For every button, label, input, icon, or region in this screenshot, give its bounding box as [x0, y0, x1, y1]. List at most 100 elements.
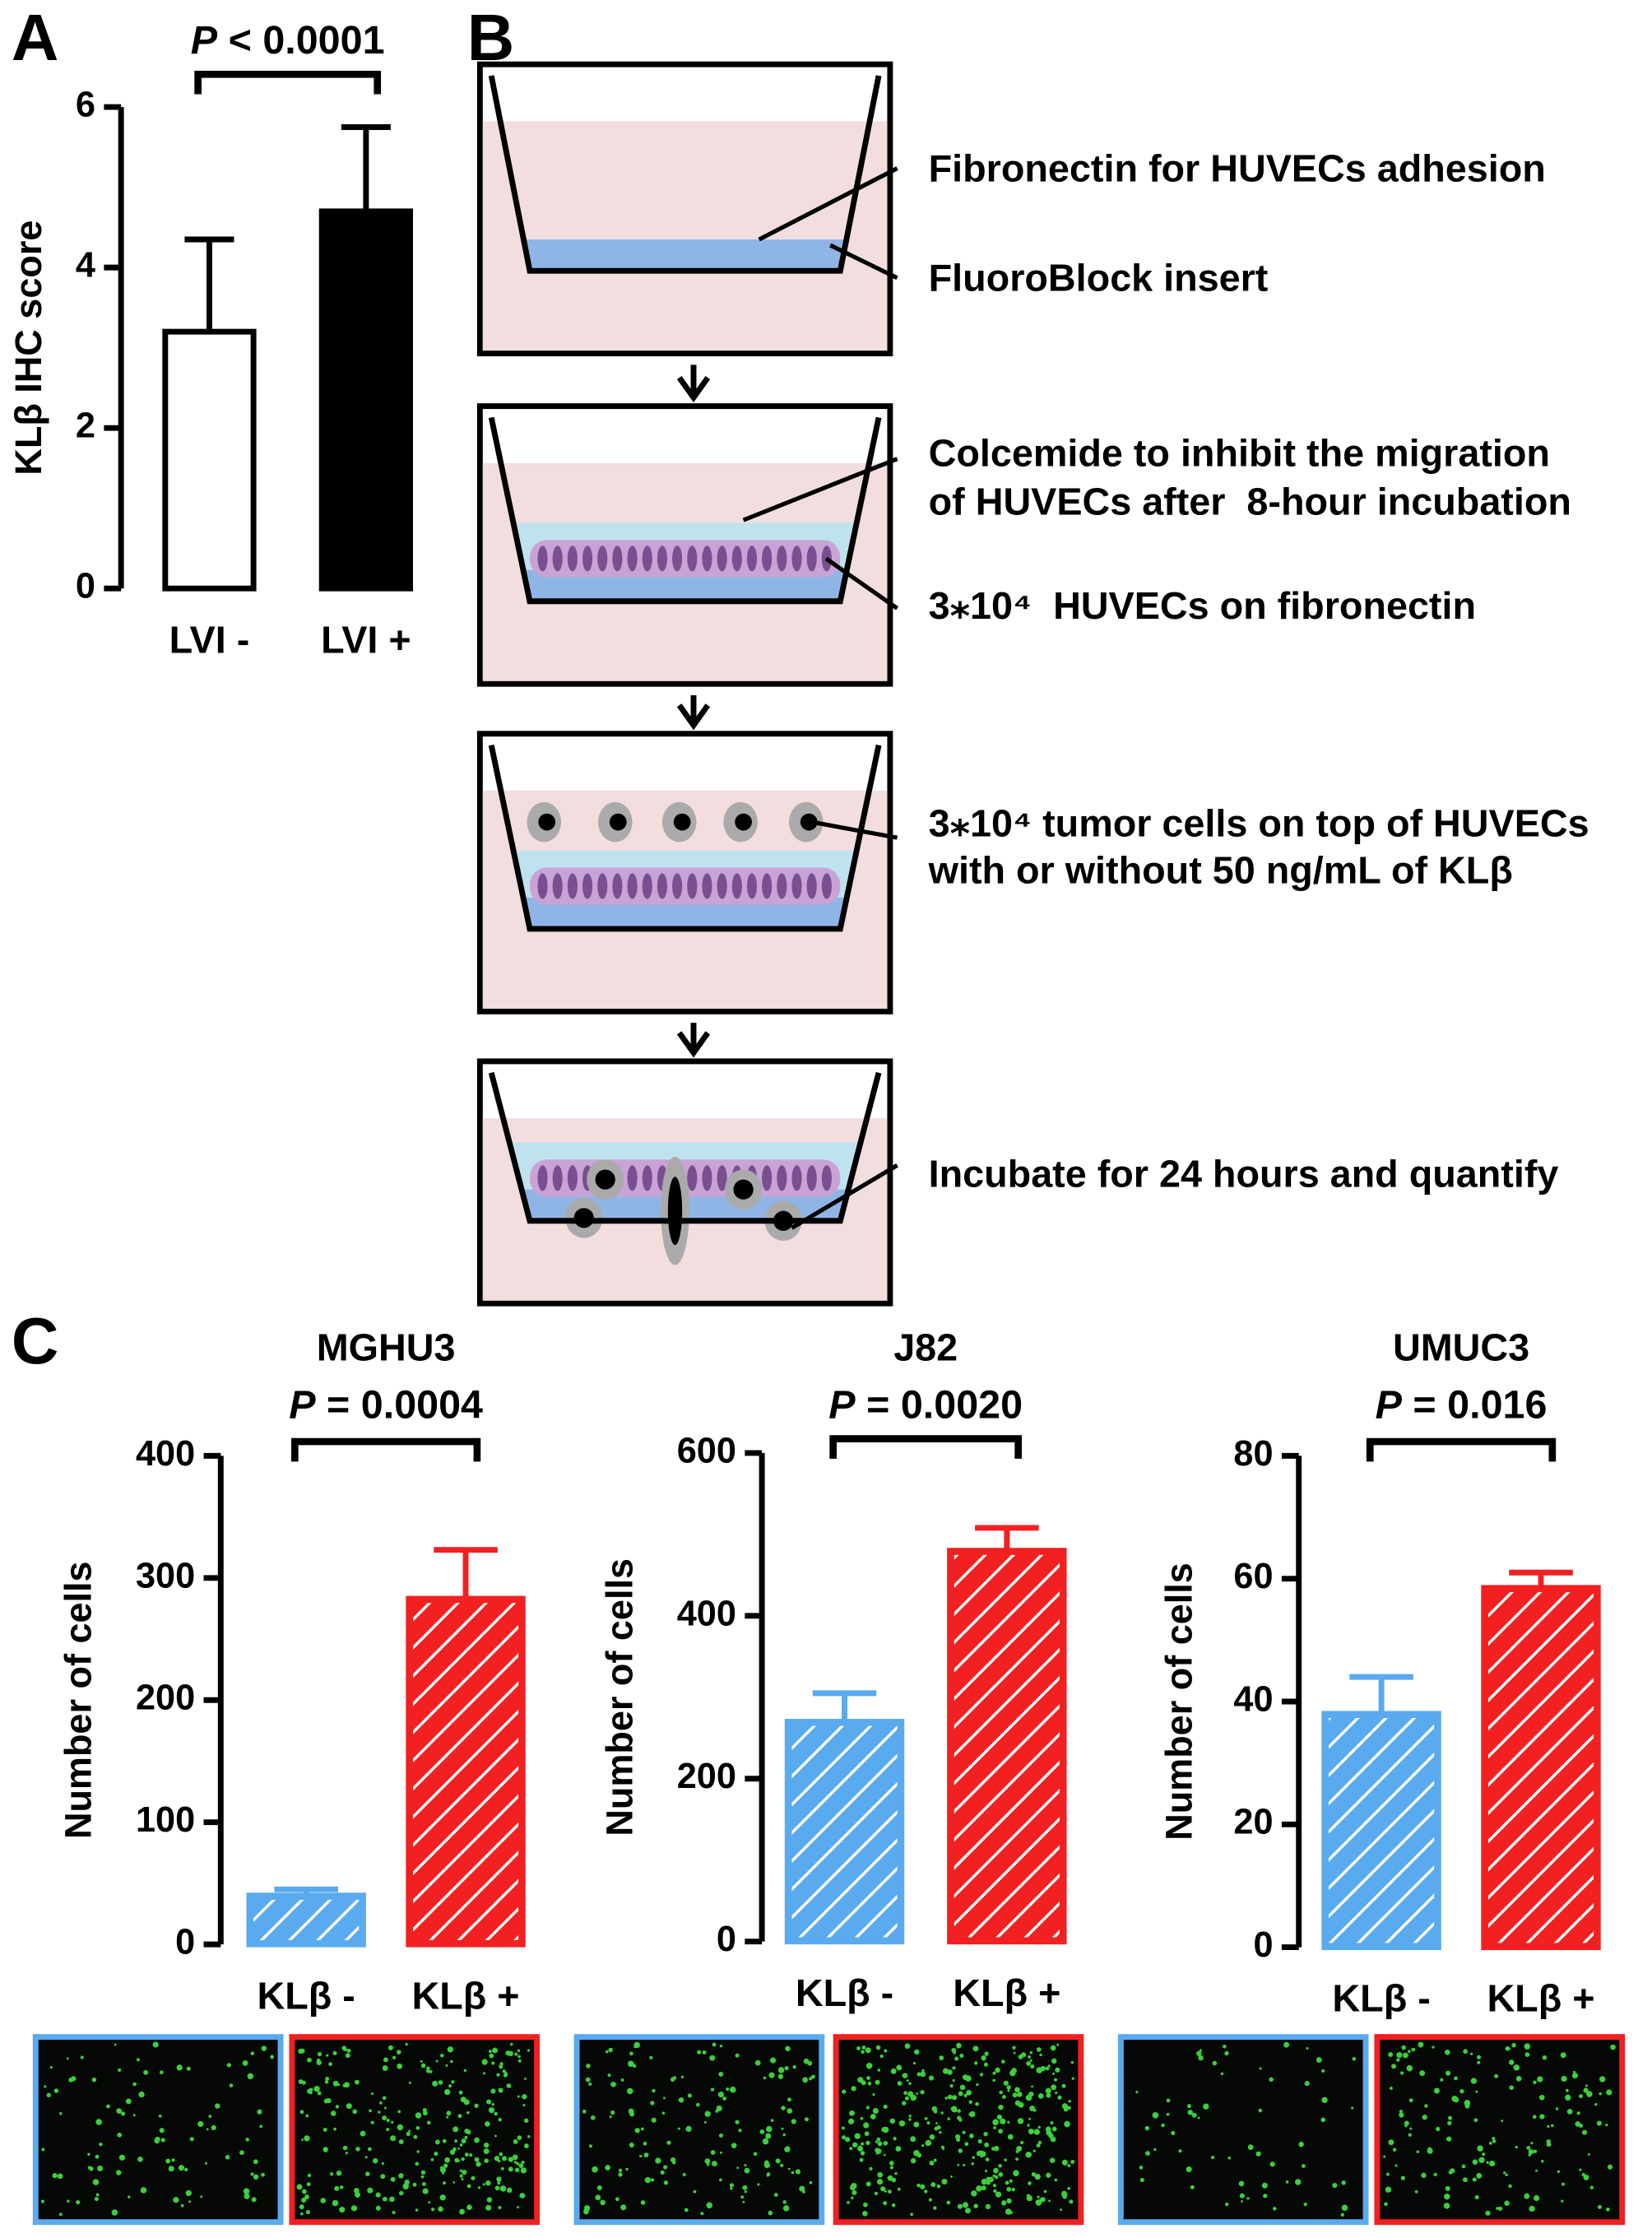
x-tick-label: KLβ +	[953, 1971, 1060, 2014]
cell-dot	[875, 2140, 878, 2143]
huvec-nucleus	[642, 1165, 652, 1191]
cell-dot	[968, 2113, 972, 2116]
cell-dot	[459, 2174, 463, 2178]
cell-dot	[736, 2166, 740, 2170]
cell-dot	[173, 2197, 179, 2203]
cell-dot	[933, 2109, 938, 2114]
huvec-nucleus	[612, 546, 623, 572]
cell-dot	[865, 2063, 873, 2069]
cell-dot	[1009, 2211, 1013, 2214]
cell-dot	[491, 2103, 494, 2106]
p-value: P = 0.0004	[289, 1382, 483, 1427]
cell-dot	[1533, 2080, 1537, 2085]
cell-dot	[913, 2121, 920, 2128]
cell-dot	[448, 2084, 452, 2088]
cell-dot	[841, 2126, 845, 2130]
cell-dot	[390, 2135, 397, 2142]
cell-dot	[1571, 2073, 1579, 2079]
cell-dot	[382, 2065, 388, 2071]
cell-dot	[522, 2094, 527, 2100]
cell-dot	[1538, 2094, 1545, 2101]
cell-dot	[386, 2128, 390, 2132]
cell-dot	[336, 2170, 342, 2176]
cell-dot	[1006, 2186, 1012, 2192]
cell-dot	[649, 2055, 653, 2059]
cell-dot	[299, 2110, 304, 2115]
cell-dot	[799, 2185, 805, 2192]
cell-dot	[1433, 2172, 1437, 2176]
cell-dot	[1341, 2204, 1348, 2211]
cell-dot	[1053, 2078, 1058, 2082]
cell-dot	[852, 2189, 857, 2195]
cell-dot	[851, 2196, 854, 2200]
cell-dot	[1533, 2149, 1538, 2154]
cell-dot	[947, 2069, 953, 2075]
micrograph	[289, 2034, 541, 2226]
cell-dot	[618, 2168, 623, 2172]
cell-dot	[857, 2145, 864, 2152]
cell-dot	[1001, 2200, 1007, 2206]
cell-dot	[1351, 2106, 1354, 2110]
cell-dot	[644, 2177, 652, 2184]
cell-dot	[890, 2068, 897, 2074]
cell-dot	[883, 2104, 888, 2110]
cell-dot	[510, 2042, 513, 2046]
diagram-label: Fibronectin for HUVECs adhesion	[929, 146, 1546, 189]
cell-dot	[184, 2167, 188, 2172]
cell-dot	[1581, 2172, 1585, 2177]
cell-dot	[866, 2076, 870, 2080]
cell-dot	[136, 2058, 140, 2062]
cell-dot	[865, 2140, 870, 2146]
cell-dot	[307, 2057, 312, 2063]
cell-dot	[111, 2209, 118, 2216]
cell-dot	[1473, 2118, 1478, 2123]
cell-dot	[425, 2069, 430, 2073]
tumor-nucleus	[673, 813, 691, 831]
cell-dot	[1509, 2085, 1514, 2091]
cell-dot	[1583, 2087, 1589, 2093]
cell-dot	[1050, 2136, 1056, 2143]
cell-dot	[1408, 2098, 1413, 2103]
cell-dot	[522, 2104, 526, 2107]
cell-dot	[1535, 2169, 1538, 2172]
cell-dot	[382, 2096, 387, 2101]
cell-dot	[508, 2050, 513, 2057]
y-axis-label: Number of cells	[1158, 1562, 1200, 1841]
cell-dot	[188, 2200, 191, 2203]
cell-dot	[802, 2077, 809, 2083]
cell-dot	[1040, 2197, 1046, 2203]
cell-dot	[420, 2059, 423, 2063]
cell-dot	[391, 2120, 394, 2124]
cell-dot	[517, 2095, 520, 2098]
cell-dot	[710, 2150, 716, 2155]
cell-dot	[412, 2182, 417, 2187]
cell-dot	[965, 2075, 972, 2082]
cell-dot	[1447, 2120, 1452, 2126]
cell-dot	[958, 2091, 963, 2096]
cell-dot	[735, 2120, 740, 2124]
cell-dot	[443, 2163, 448, 2168]
cell-dot	[438, 2080, 443, 2085]
cell-dot	[446, 2110, 452, 2116]
cell-dot	[1485, 2210, 1491, 2216]
cell-dot	[416, 2150, 420, 2153]
bar-hatch	[791, 1725, 898, 1938]
cell-dot	[296, 2184, 303, 2190]
cell-dot	[963, 2163, 966, 2166]
cell-dot	[114, 2043, 117, 2046]
cell-dot	[305, 2114, 309, 2118]
cell-dot	[726, 2087, 730, 2092]
significance-bracket	[290, 1437, 481, 1462]
cell-dot	[939, 2055, 944, 2061]
cell-dot	[809, 2180, 813, 2185]
cell-dot	[1503, 2171, 1506, 2175]
cell-dot	[1579, 2168, 1582, 2171]
cell-dot	[966, 2089, 972, 2096]
cell-dot	[324, 2080, 329, 2084]
cell-dot	[1464, 2100, 1471, 2106]
cell-dot	[250, 2051, 255, 2055]
cell-dot	[765, 2133, 772, 2139]
cell-dot	[588, 2082, 592, 2086]
cell-dot	[1144, 2125, 1150, 2131]
cell-dot	[1547, 2124, 1550, 2129]
